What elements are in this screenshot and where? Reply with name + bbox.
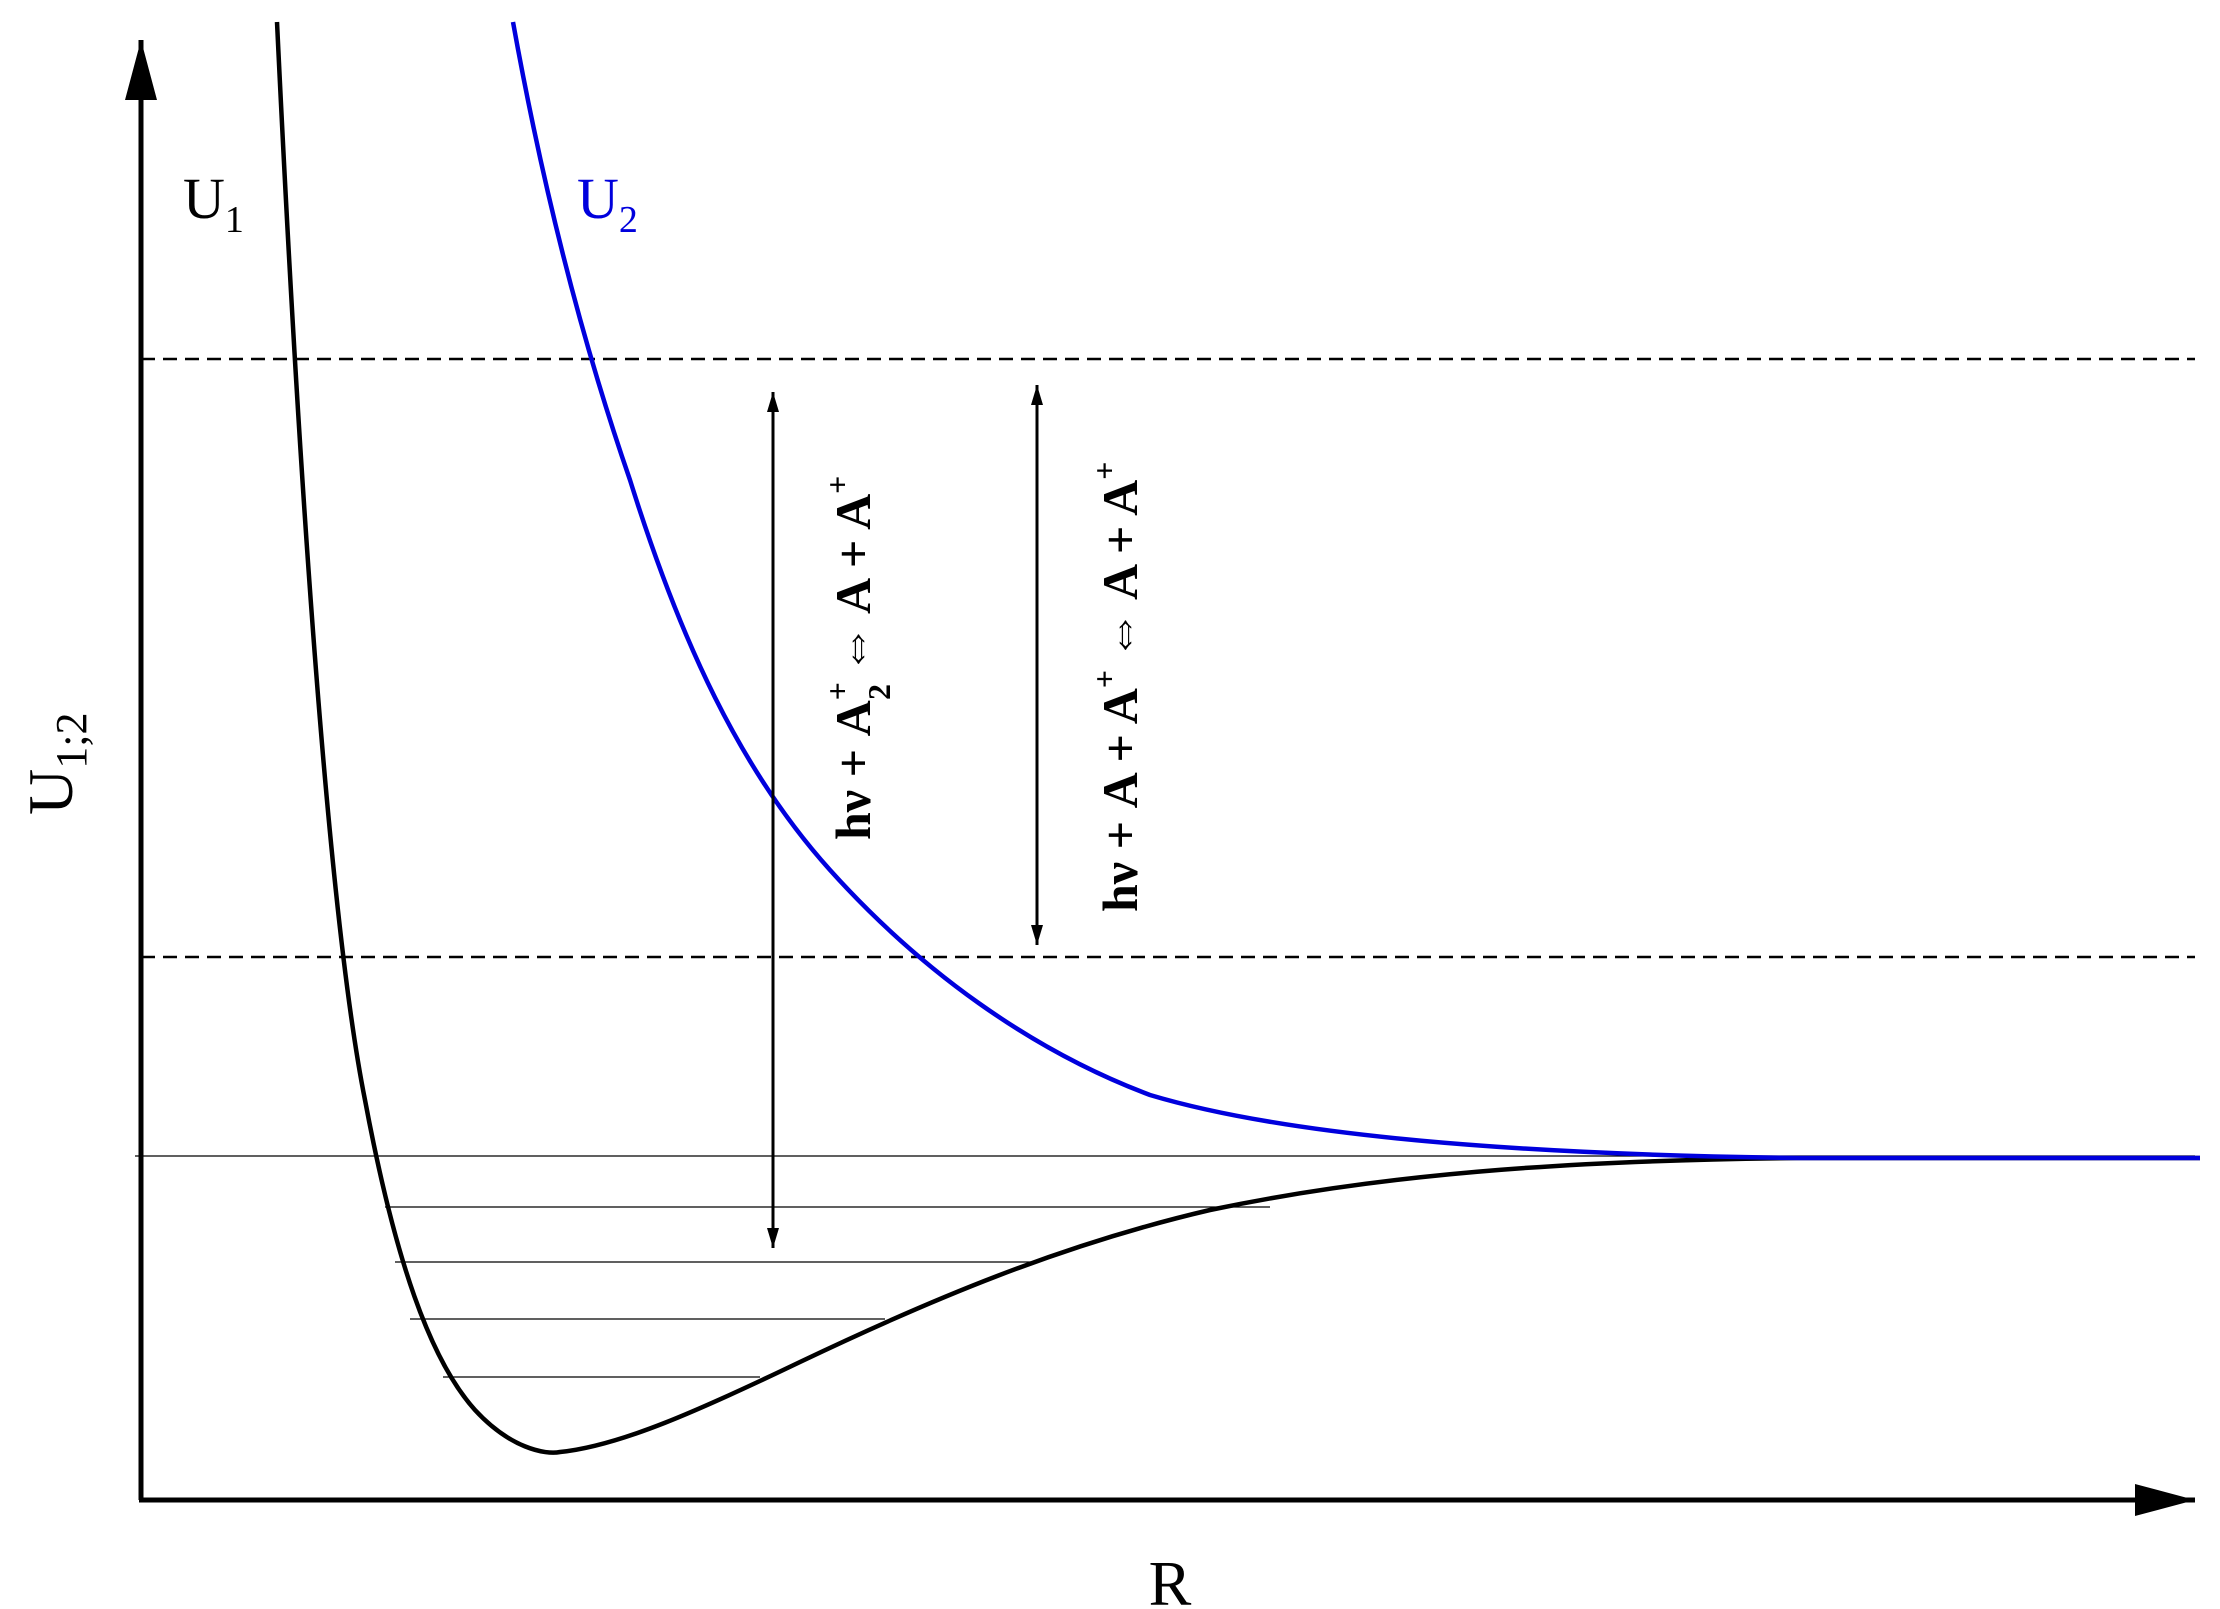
transition-label-right: hν + A + A+⇔A + A+ — [1086, 462, 1148, 913]
u1-potential-curve — [274, 21, 2201, 1455]
x-axis-label: R — [1149, 1548, 1192, 1609]
y-axis-label: U1;2 — [15, 713, 96, 815]
u2-potential-curve — [510, 21, 2201, 1161]
transition-label-left: hν + A+ 2⇔A + A+ — [819, 476, 897, 840]
u2-label: U2 — [577, 166, 638, 241]
u1-label: U1 — [183, 166, 244, 241]
